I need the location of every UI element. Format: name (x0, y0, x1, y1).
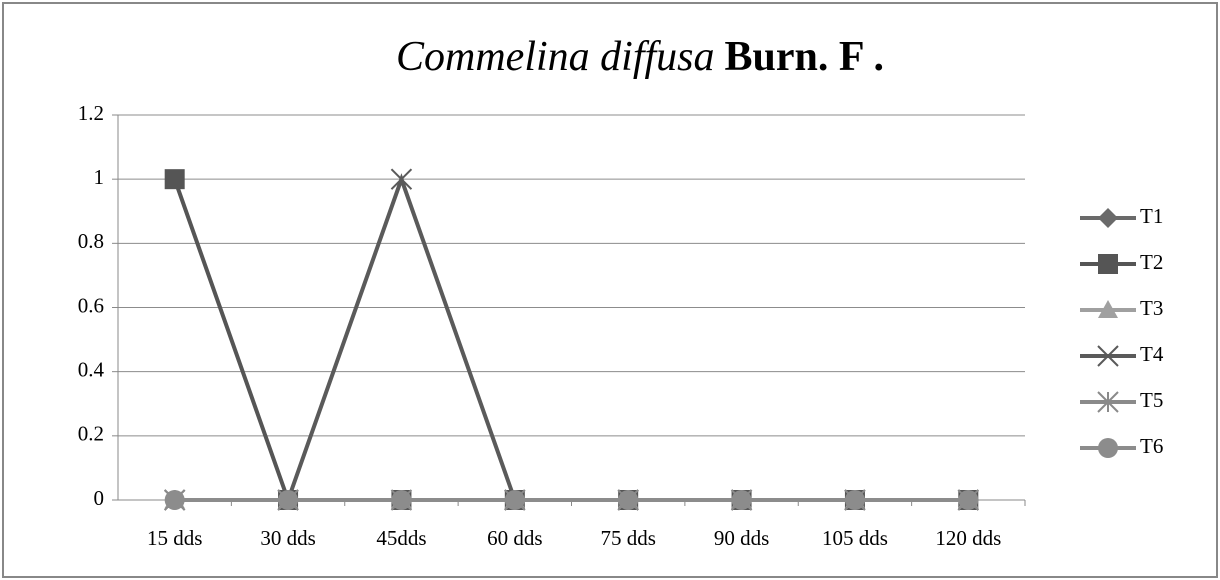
marker (164, 169, 185, 190)
marker (844, 490, 865, 510)
legend-label: T3 (1140, 296, 1163, 320)
marker (958, 490, 979, 510)
marker (164, 490, 185, 510)
legend-label: T2 (1140, 250, 1163, 274)
y-tick-label: 0 (94, 486, 105, 510)
y-tick-label: 1.2 (78, 101, 104, 125)
title-italic: Commelina diffusa (396, 34, 715, 80)
y-tick-label: 0.2 (78, 422, 104, 446)
marker (1098, 254, 1118, 274)
chart-title: Commelina diffusa Burn. F . (396, 34, 884, 80)
legend-label: T5 (1140, 388, 1163, 412)
x-tick-label: 75 dds (600, 526, 655, 550)
marker (1098, 300, 1118, 318)
marker (391, 490, 412, 510)
legend-label: T1 (1140, 204, 1163, 228)
x-tick-label: 90 dds (714, 526, 769, 550)
legend-label: T4 (1140, 342, 1164, 366)
marker (1097, 345, 1119, 367)
marker (731, 490, 752, 510)
y-tick-label: 1 (94, 165, 105, 189)
y-tick-label: 0.4 (78, 357, 105, 381)
y-tick-label: 0.6 (78, 293, 104, 317)
x-tick-label: 45dds (376, 526, 426, 550)
title-rest: Burn. F . (725, 34, 884, 80)
marker (278, 490, 299, 510)
x-tick-label: 120 dds (935, 526, 1001, 550)
marker (504, 490, 525, 510)
y-tick-label: 0.8 (78, 229, 104, 253)
marker (1097, 391, 1119, 413)
marker (1098, 438, 1118, 458)
x-tick-label: 105 dds (822, 526, 888, 550)
x-tick-label: 15 dds (147, 526, 202, 550)
legend-label: T6 (1140, 434, 1163, 458)
marker (1098, 208, 1118, 228)
marker (390, 168, 413, 190)
marker (618, 490, 639, 510)
series (164, 490, 979, 510)
x-tick-label: 60 dds (487, 526, 542, 550)
x-tick-label: 30 dds (260, 526, 315, 550)
